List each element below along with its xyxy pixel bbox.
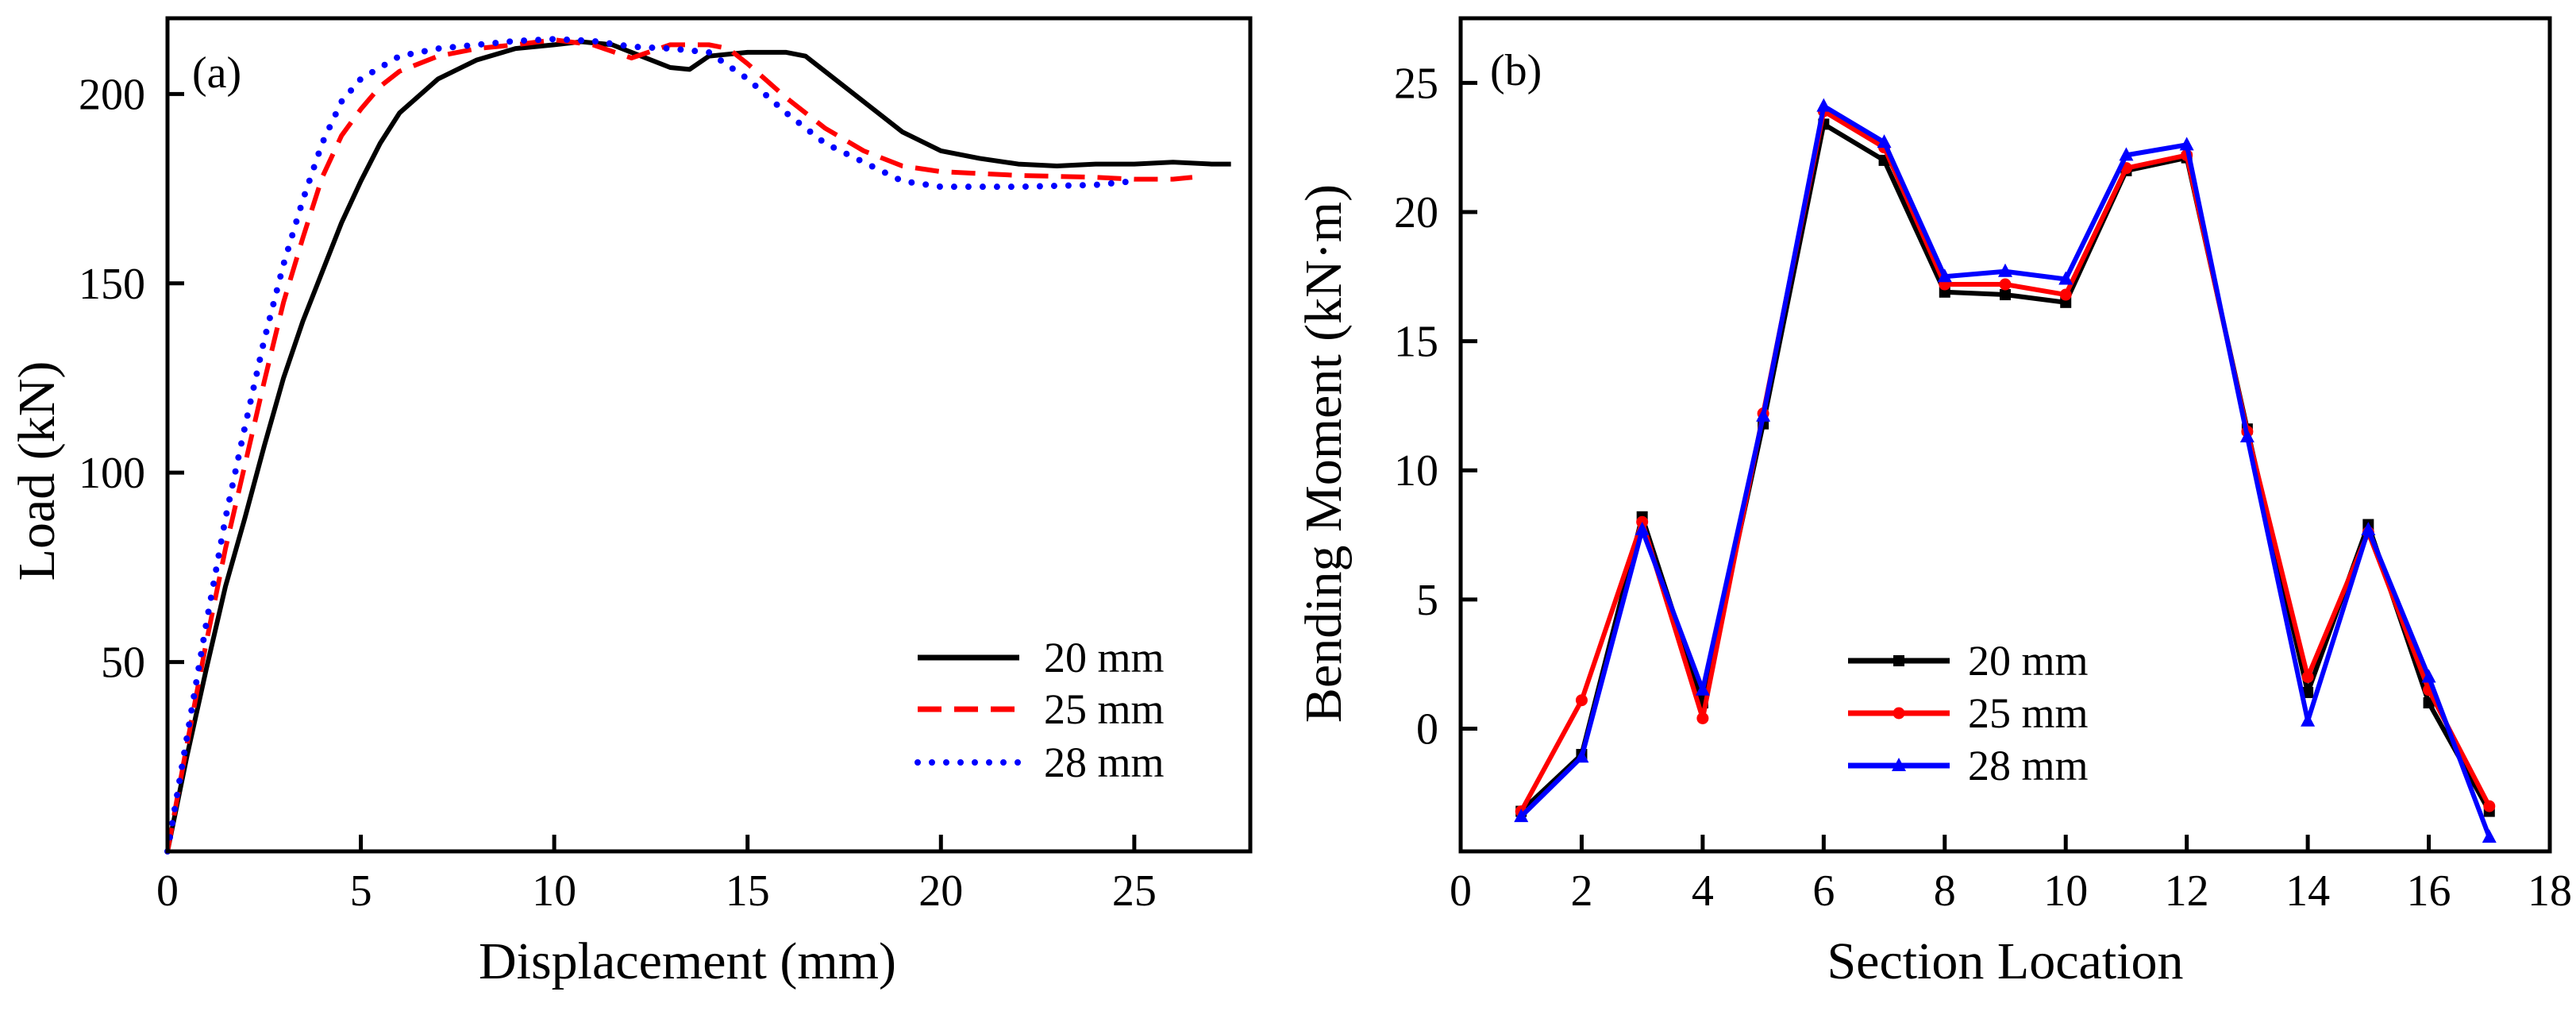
- y-axis-title: Load (kN): [8, 361, 66, 581]
- data-point-28-mm-triangle-marker: [1635, 522, 1650, 536]
- y-axis-title: Bending Moment (kN·m): [1295, 184, 1353, 723]
- data-point-25-mm-circle-marker: [1575, 694, 1588, 707]
- data-point-25-mm-circle-marker: [2483, 800, 2496, 812]
- plot-frame: [1458, 16, 2552, 854]
- series-line-25-mm: [165, 37, 1193, 852]
- y-tick-label: 100: [79, 449, 145, 498]
- data-point-28-mm-triangle-marker: [2239, 428, 2254, 442]
- data-point-25-mm-circle-marker: [1999, 278, 2012, 291]
- x-tick-label: 5: [350, 866, 372, 916]
- x-tick-label: 4: [1692, 866, 1714, 916]
- legend-marker-triangle-marker: [1892, 758, 1906, 771]
- legend-label: 28 mm: [1044, 739, 1165, 786]
- x-tick-label: 10: [532, 866, 576, 916]
- data-point-28-mm-triangle-marker: [1574, 749, 1589, 763]
- x-axis-title: Section Location: [1827, 932, 2183, 990]
- y-tick-label: 15: [1394, 318, 1438, 367]
- legend-marker-circle-marker: [1893, 707, 1905, 720]
- x-tick-label: 16: [2407, 866, 2451, 916]
- y-tick-label: 0: [1416, 704, 1438, 754]
- x-tick-label: 14: [2285, 866, 2330, 916]
- legend-label: 20 mm: [1044, 634, 1165, 681]
- y-tick-label: 5: [1416, 576, 1438, 625]
- data-point-28-mm-triangle-marker: [1695, 681, 1710, 696]
- plot-frame: [165, 16, 1253, 854]
- y-tick-label: 50: [101, 639, 145, 688]
- data-point-28-mm-triangle-marker: [1998, 263, 2012, 277]
- x-tick-label: 0: [1450, 866, 1472, 916]
- data-point-25-mm-circle-marker: [2059, 288, 2072, 301]
- legend-label: 25 mm: [1968, 689, 2089, 737]
- data-point-28-mm-triangle-marker: [2421, 669, 2436, 683]
- panel-label: (b): [1490, 46, 1542, 95]
- data-point-28-mm-triangle-marker: [1756, 407, 1771, 422]
- x-tick-label: 6: [1812, 866, 1835, 916]
- y-tick-label: 150: [79, 260, 145, 309]
- data-point-28-mm-triangle-marker: [1514, 808, 1529, 823]
- x-tick-label: 18: [2528, 866, 2572, 916]
- legend-label: 25 mm: [1044, 685, 1165, 733]
- data-point-28-mm-triangle-marker: [2361, 522, 2376, 536]
- series-line-20-mm: [165, 39, 1231, 852]
- legend-label: 20 mm: [1968, 637, 2089, 685]
- x-tick-label: 20: [918, 866, 963, 916]
- data-point-28-mm-triangle-marker: [2119, 147, 2134, 161]
- y-tick-label: 20: [1394, 188, 1438, 237]
- data-point-25-mm-circle-marker: [1696, 712, 1709, 724]
- data-point-25-mm-circle-marker: [2301, 670, 2314, 683]
- y-tick-label: 200: [79, 70, 145, 119]
- x-tick-label: 15: [726, 866, 770, 916]
- x-tick-label: 8: [1934, 866, 1956, 916]
- x-axis-title: Displacement (mm): [479, 932, 896, 990]
- data-point-28-mm-triangle-marker: [1816, 98, 1831, 112]
- data-point-20-mm-square-marker: [2000, 289, 2011, 301]
- legend-marker-square-marker: [1893, 655, 1904, 666]
- data-point-28-mm-triangle-marker: [2179, 137, 2194, 151]
- x-tick-label: 0: [156, 866, 179, 916]
- x-tick-label: 12: [2165, 866, 2209, 916]
- x-tick-label: 25: [1112, 866, 1157, 916]
- data-point-28-mm-triangle-marker: [2301, 712, 2316, 727]
- chart-b: 0 2 4 6 8 10 12 14 16 18 0 5 10 15 20 25 (b) Section Loca…: [1295, 16, 2572, 990]
- panel-label: (a): [192, 48, 241, 98]
- y-tick-label: 10: [1394, 446, 1438, 496]
- data-point-28-mm-triangle-marker: [2482, 829, 2497, 843]
- data-point-28-mm-triangle-marker: [1937, 268, 1952, 283]
- data-point-28-mm-triangle-marker: [1877, 134, 1892, 149]
- legend-label: 28 mm: [1968, 742, 2089, 789]
- data-point-20-mm-square-marker: [2302, 686, 2314, 698]
- x-tick-label: 2: [1570, 866, 1592, 916]
- chart-a: 0 5 10 15 20 25 50 100 150 200 (a) Displacement (mm…: [8, 16, 1253, 990]
- x-tick-label: 10: [2043, 866, 2088, 916]
- data-point-28-mm-triangle-marker: [2058, 271, 2074, 285]
- y-tick-label: 25: [1394, 59, 1438, 108]
